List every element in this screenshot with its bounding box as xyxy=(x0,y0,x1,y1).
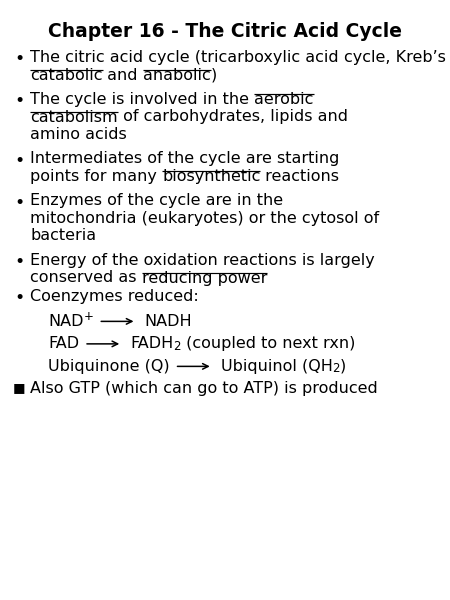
Text: ■: ■ xyxy=(13,381,26,394)
Text: NAD: NAD xyxy=(48,313,84,329)
Text: •: • xyxy=(14,193,24,211)
Text: FAD: FAD xyxy=(48,336,79,351)
Text: points for many: points for many xyxy=(30,169,162,184)
Text: reactions: reactions xyxy=(261,169,339,184)
Text: Energy of the oxidation reactions is largely: Energy of the oxidation reactions is lar… xyxy=(30,253,375,268)
Text: •: • xyxy=(14,50,24,68)
Text: Ubiquinol (QH: Ubiquinol (QH xyxy=(220,358,333,373)
Text: Intermediates of the cycle are starting: Intermediates of the cycle are starting xyxy=(30,151,339,166)
Text: Chapter 16 - The Citric Acid Cycle: Chapter 16 - The Citric Acid Cycle xyxy=(48,22,402,41)
Text: mitochondria (eukaryotes) or the cytosol of: mitochondria (eukaryotes) or the cytosol… xyxy=(30,211,379,226)
Text: aerobic: aerobic xyxy=(254,92,314,107)
Text: cycle, Kreb’s cycle) is: cycle, Kreb’s cycle) is xyxy=(344,50,450,65)
Text: bacteria: bacteria xyxy=(30,229,96,244)
Text: Enzymes of the cycle are in the: Enzymes of the cycle are in the xyxy=(30,193,283,208)
Text: FADH: FADH xyxy=(130,336,173,351)
Text: and: and xyxy=(103,67,143,82)
Text: Coenzymes reduced:: Coenzymes reduced: xyxy=(30,289,199,304)
Text: catabolic: catabolic xyxy=(30,67,103,82)
Text: Ubiquinone (Q): Ubiquinone (Q) xyxy=(48,358,170,373)
Text: conserved as: conserved as xyxy=(30,271,142,286)
Text: 2: 2 xyxy=(173,340,181,353)
Text: The cycle is involved in the: The cycle is involved in the xyxy=(30,92,254,107)
Text: reducing power: reducing power xyxy=(142,271,267,286)
Text: ): ) xyxy=(211,67,217,82)
Text: 2: 2 xyxy=(333,362,340,376)
Text: anabolic: anabolic xyxy=(143,67,211,82)
Text: NADH: NADH xyxy=(144,313,192,329)
Text: •: • xyxy=(14,92,24,110)
Text: amino acids: amino acids xyxy=(30,127,127,142)
Text: Also GTP (which can go to ATP) is produced: Also GTP (which can go to ATP) is produc… xyxy=(30,381,378,396)
Text: catabolism: catabolism xyxy=(30,109,117,124)
Text: biosynthetic: biosynthetic xyxy=(162,169,261,184)
Text: •: • xyxy=(14,289,24,307)
Text: •: • xyxy=(14,151,24,169)
Text: ): ) xyxy=(340,358,346,373)
Text: (coupled to next rxn): (coupled to next rxn) xyxy=(181,336,355,351)
Text: of carbohydrates, lipids and: of carbohydrates, lipids and xyxy=(117,109,347,124)
Text: The citric acid cycle (tricarboxylic acid: The citric acid cycle (tricarboxylic aci… xyxy=(30,50,344,65)
Text: •: • xyxy=(14,253,24,271)
Text: +: + xyxy=(84,311,94,323)
